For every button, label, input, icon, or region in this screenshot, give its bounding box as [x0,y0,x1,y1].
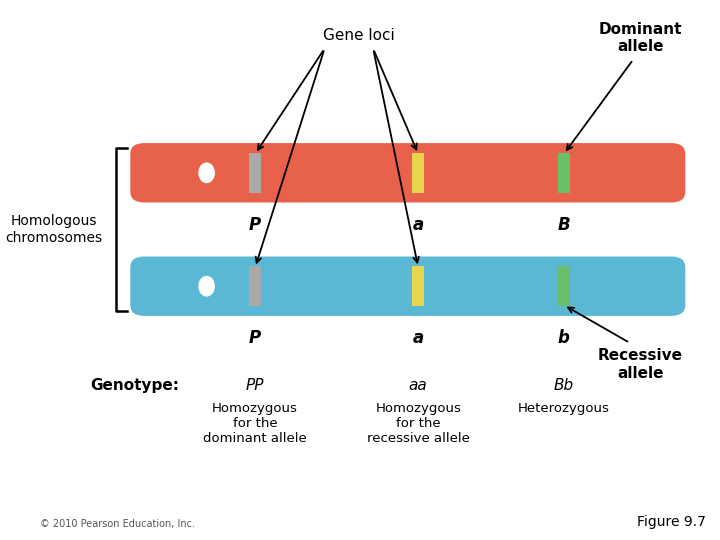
FancyBboxPatch shape [249,153,261,193]
FancyBboxPatch shape [558,266,570,306]
Text: Homozygous
for the
dominant allele: Homozygous for the dominant allele [203,402,307,446]
FancyBboxPatch shape [130,143,685,202]
Text: © 2010 Pearson Education, Inc.: © 2010 Pearson Education, Inc. [40,519,195,529]
Ellipse shape [179,144,207,201]
Text: B: B [557,216,570,234]
Text: aa: aa [409,378,428,393]
Text: Heterozygous: Heterozygous [518,402,610,415]
Text: Bb: Bb [554,378,574,393]
Text: P: P [249,329,261,347]
Ellipse shape [179,258,207,314]
FancyBboxPatch shape [412,266,425,306]
Text: b: b [558,329,570,347]
Text: a: a [413,216,424,234]
FancyBboxPatch shape [558,153,570,193]
Text: Dominant
allele: Dominant allele [598,22,682,54]
FancyBboxPatch shape [130,256,685,316]
Ellipse shape [198,163,215,183]
Text: a: a [413,329,424,347]
Text: P: P [249,216,261,234]
Text: Homozygous
for the
recessive allele: Homozygous for the recessive allele [366,402,469,446]
Ellipse shape [207,258,235,314]
FancyBboxPatch shape [249,266,261,306]
FancyBboxPatch shape [412,153,425,193]
Text: PP: PP [246,378,264,393]
Text: Genotype:: Genotype: [90,378,179,393]
Ellipse shape [198,276,215,296]
Text: Figure 9.7: Figure 9.7 [637,515,706,529]
Text: Recessive
allele: Recessive allele [598,348,683,381]
Text: Gene loci: Gene loci [323,28,395,43]
Text: Homologous
chromosomes: Homologous chromosomes [6,214,102,245]
Ellipse shape [207,144,235,201]
